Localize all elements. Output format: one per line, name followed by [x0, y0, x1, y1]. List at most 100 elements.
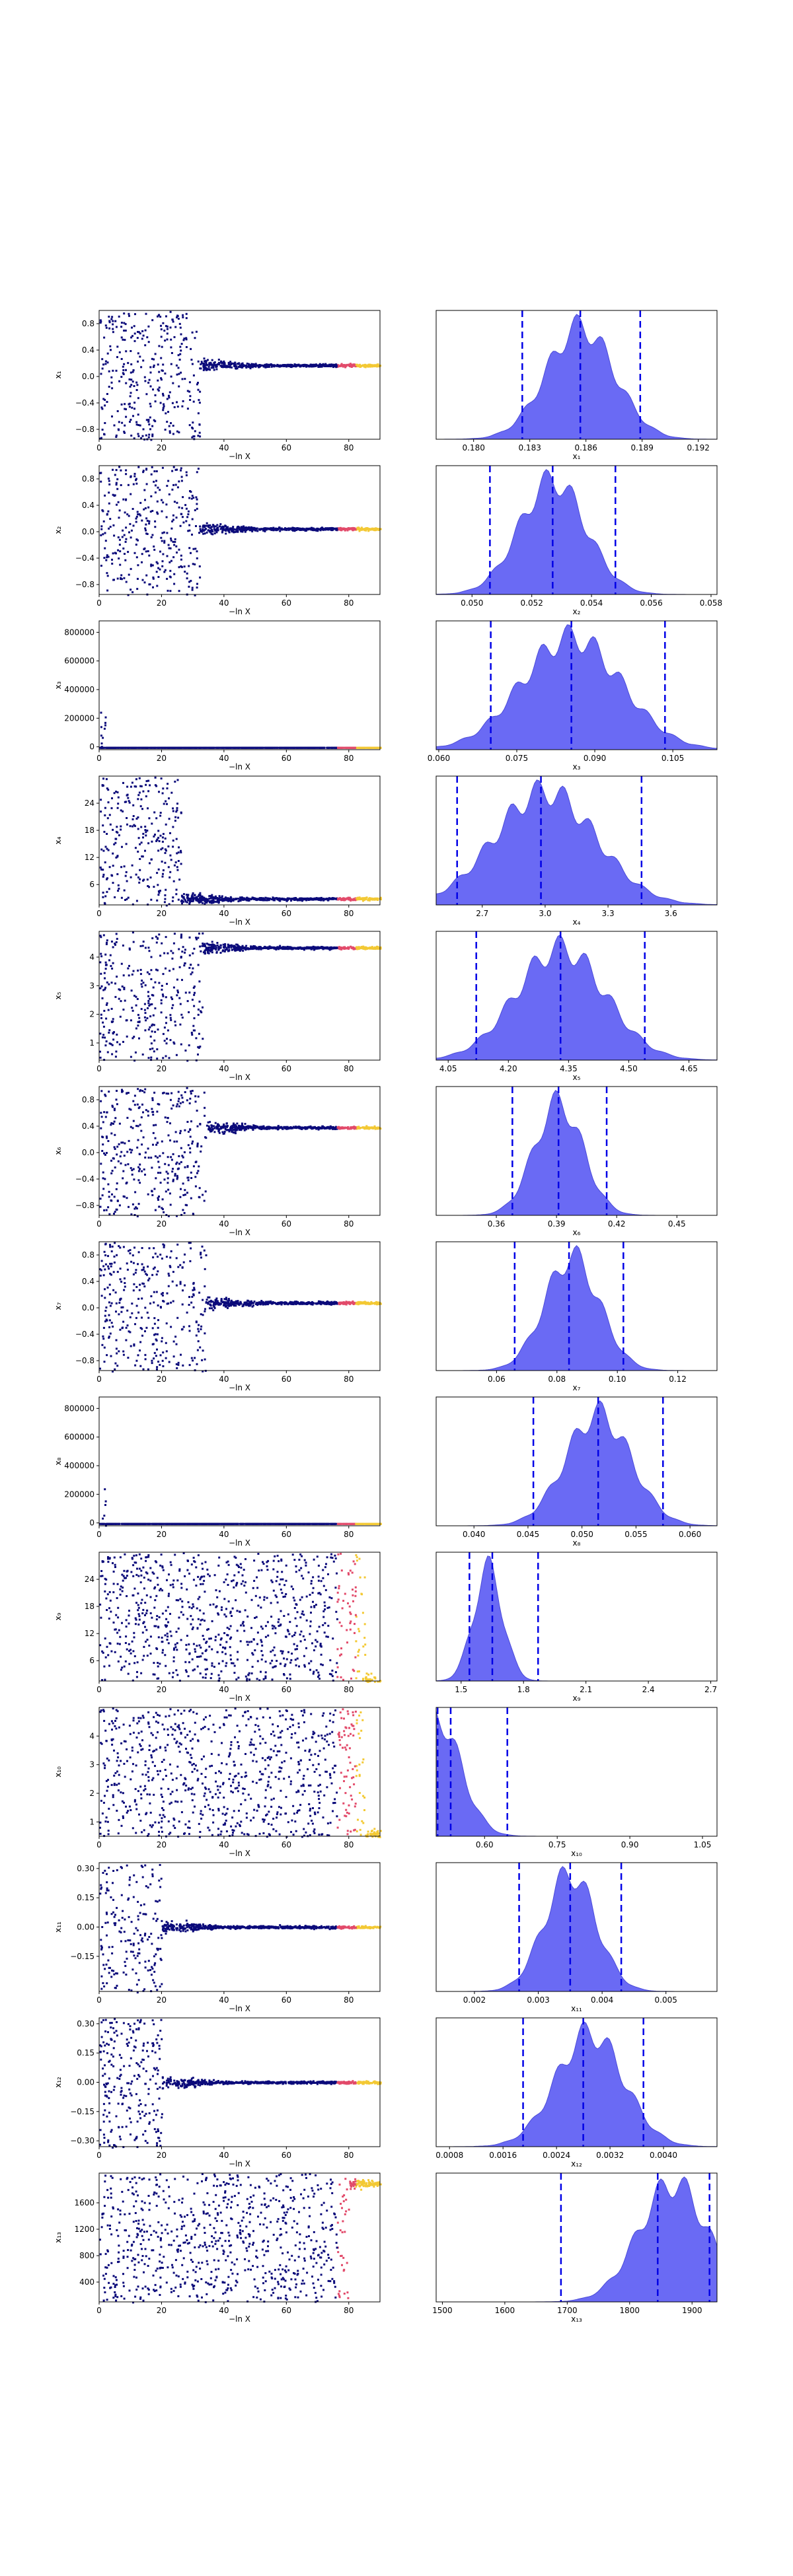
- trace-point: [289, 947, 292, 949]
- trace-point: [194, 563, 196, 565]
- trace-point: [180, 349, 182, 352]
- trace-point: [163, 901, 166, 904]
- trace-point: [266, 528, 269, 530]
- trace-point: [188, 898, 191, 900]
- trace-point: [208, 362, 211, 365]
- trace-point: [105, 326, 108, 329]
- trace-point: [157, 830, 160, 832]
- trace-point: [235, 530, 238, 533]
- trace-point: [156, 1048, 159, 1051]
- trace-point: [99, 1032, 102, 1035]
- trace-point: [185, 474, 188, 477]
- trace-point: [179, 326, 182, 329]
- trace-point: [116, 855, 119, 857]
- trace-point: [163, 403, 165, 406]
- trace-point: [148, 973, 151, 976]
- trace-point: [146, 878, 149, 881]
- trace-point: [170, 422, 172, 425]
- trace-point: [122, 1177, 124, 1180]
- posterior-axes-frame: [435, 465, 718, 595]
- trace-point: [209, 746, 212, 749]
- trace-point: [367, 530, 370, 532]
- trace-point: [135, 381, 138, 384]
- trace-point: [137, 360, 139, 363]
- trace-point: [145, 529, 147, 532]
- trace-point: [142, 879, 144, 882]
- trace-point: [137, 1203, 140, 1205]
- trace-point: [100, 936, 102, 939]
- trace-point: [119, 1015, 122, 1018]
- trace-point: [285, 364, 288, 367]
- trace-point: [120, 376, 123, 378]
- trace-point: [132, 524, 135, 527]
- trace-point: [192, 1029, 195, 1032]
- trace-point: [100, 711, 102, 714]
- trace-point: [379, 528, 382, 530]
- trace-point: [118, 997, 120, 1000]
- trace-point: [103, 972, 106, 974]
- trace-point: [112, 524, 115, 526]
- trace-point: [211, 533, 214, 536]
- trace-point: [356, 527, 359, 530]
- trace-point: [191, 1034, 194, 1036]
- trace-point: [115, 369, 118, 372]
- trace-point: [169, 871, 172, 873]
- trace-point: [130, 363, 133, 366]
- trace-point: [221, 529, 224, 531]
- trace-point: [139, 501, 142, 504]
- trace-point: [203, 357, 206, 360]
- trace-point: [135, 538, 138, 541]
- trace-point: [209, 530, 211, 532]
- trace-point: [153, 364, 155, 367]
- trace-point: [143, 581, 146, 584]
- trace-point: [102, 398, 105, 400]
- trace-point: [193, 1017, 196, 1020]
- trace-point: [200, 361, 203, 363]
- trace-point: [121, 845, 123, 848]
- trace-point: [142, 428, 145, 431]
- trace-point: [204, 949, 206, 952]
- trace-point: [138, 1017, 141, 1019]
- trace-point: [122, 498, 125, 501]
- trace-point: [348, 898, 351, 901]
- trace-point: [141, 579, 144, 581]
- trace-point: [221, 365, 223, 367]
- trace-point: [274, 527, 277, 530]
- trace-point: [139, 424, 141, 427]
- trace-point: [132, 1037, 134, 1040]
- x-tick-label: 0.192: [687, 443, 709, 452]
- trace-point: [165, 412, 167, 415]
- trace-point: [252, 746, 255, 749]
- trace-point: [354, 746, 356, 749]
- trace-point: [139, 968, 142, 971]
- trace-point: [104, 716, 107, 719]
- trace-point: [129, 421, 131, 423]
- trace-point: [169, 970, 171, 972]
- trace-point: [259, 528, 262, 531]
- trace-point: [208, 365, 210, 368]
- trace-point: [198, 423, 201, 426]
- trace-point: [99, 987, 102, 989]
- trace-point: [133, 340, 136, 342]
- trace-point: [151, 840, 153, 843]
- trace-point: [333, 364, 336, 367]
- trace-point: [197, 382, 199, 384]
- trace-point: [142, 836, 144, 839]
- trace-point: [171, 488, 174, 491]
- trace-point: [170, 537, 172, 540]
- trace-point: [197, 964, 200, 966]
- trace-point: [182, 339, 185, 341]
- trace-point: [225, 365, 227, 367]
- trace-point: [106, 393, 108, 395]
- trace-point: [153, 419, 155, 421]
- trace-point: [303, 898, 306, 901]
- trace-point: [147, 779, 150, 782]
- trace-point: [225, 525, 227, 528]
- trace-point: [196, 550, 198, 553]
- trace-point: [169, 1098, 172, 1101]
- trace-point: [181, 507, 184, 509]
- trace-point: [249, 948, 252, 950]
- trace-point: [116, 873, 119, 875]
- trace-point: [150, 1042, 153, 1045]
- trace-point: [154, 1209, 157, 1211]
